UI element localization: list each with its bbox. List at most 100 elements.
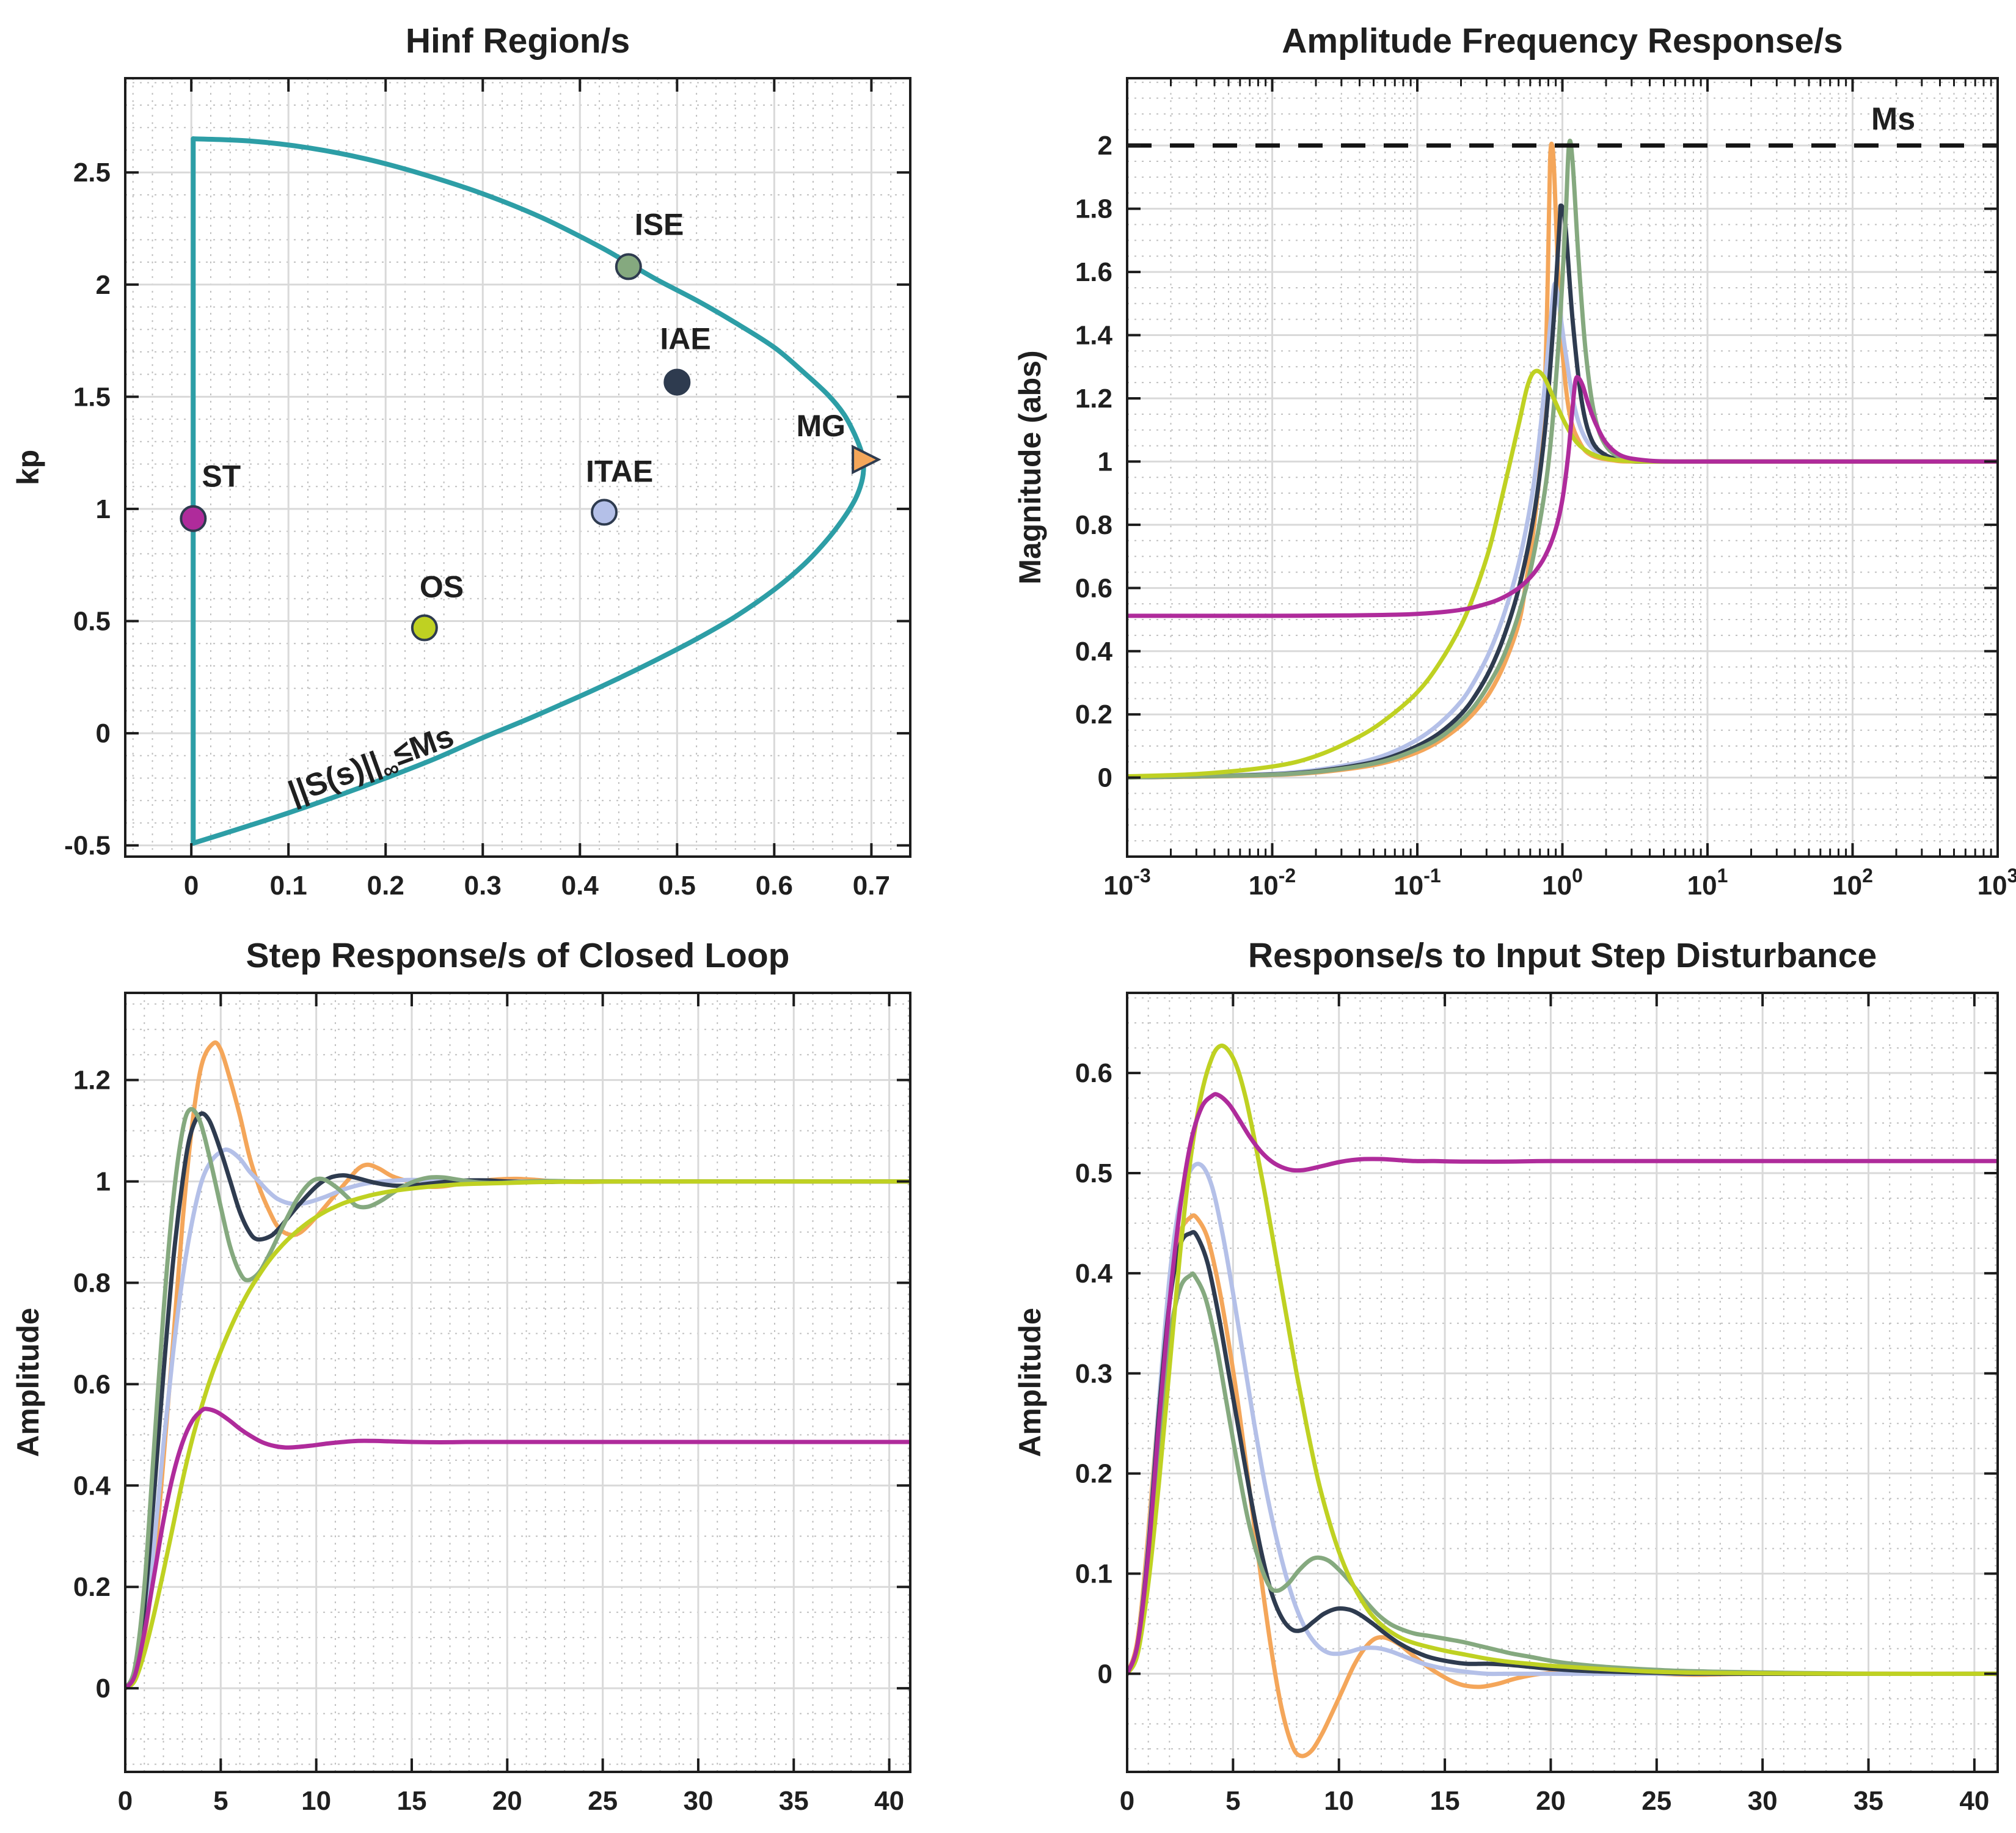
svg-text:15: 15 bbox=[397, 1786, 427, 1816]
axes-box bbox=[124, 992, 911, 1773]
series-OS bbox=[124, 1179, 911, 1691]
svg-text:10: 10 bbox=[1324, 1786, 1354, 1816]
y-axis-label: kp bbox=[11, 450, 45, 485]
marker-IAE: IAE bbox=[660, 321, 711, 396]
svg-text:0.6: 0.6 bbox=[73, 1369, 111, 1399]
svg-text:0.2: 0.2 bbox=[73, 1572, 111, 1602]
svg-text:2: 2 bbox=[1098, 131, 1112, 161]
axis-ticks bbox=[124, 993, 910, 1772]
series-IAE bbox=[124, 1111, 911, 1691]
svg-text:100: 100 bbox=[1542, 865, 1583, 901]
chart-title: Response/s to Input Step Disturbance bbox=[1248, 936, 1877, 975]
svg-text:1.2: 1.2 bbox=[73, 1066, 111, 1096]
svg-text:0.6: 0.6 bbox=[756, 871, 793, 901]
svg-text:0.4: 0.4 bbox=[1075, 637, 1113, 667]
series-group bbox=[1126, 1043, 1999, 1758]
svg-text:1.8: 1.8 bbox=[1075, 194, 1112, 224]
svg-text:0.4: 0.4 bbox=[1075, 1259, 1113, 1289]
grid-major bbox=[125, 78, 910, 857]
svg-text:10-3: 10-3 bbox=[1103, 865, 1150, 901]
series-group bbox=[1126, 139, 1999, 780]
svg-text:10-2: 10-2 bbox=[1249, 865, 1296, 901]
marker-ST: ST bbox=[180, 459, 241, 532]
svg-text:0: 0 bbox=[1120, 1786, 1134, 1816]
series-ms-region-boundary bbox=[191, 136, 866, 846]
svg-text:103: 103 bbox=[1978, 865, 2016, 901]
svg-text:0.4: 0.4 bbox=[73, 1471, 111, 1501]
svg-text:25: 25 bbox=[588, 1786, 618, 1816]
chart-title: Hinf Region/s bbox=[406, 21, 630, 60]
svg-text:1: 1 bbox=[96, 494, 111, 524]
svg-text:0: 0 bbox=[118, 1786, 133, 1816]
svg-text:0.6: 0.6 bbox=[1075, 573, 1112, 603]
svg-text:5: 5 bbox=[213, 1786, 228, 1816]
axis-ticks bbox=[1126, 78, 1999, 857]
y-axis-label: Magnitude (abs) bbox=[1013, 350, 1047, 584]
svg-text:1.2: 1.2 bbox=[1075, 384, 1112, 414]
svg-text:0.5: 0.5 bbox=[73, 606, 111, 636]
y-axis-label: Amplitude bbox=[11, 1308, 45, 1457]
svg-text:0: 0 bbox=[1098, 1659, 1112, 1689]
svg-text:101: 101 bbox=[1687, 865, 1728, 901]
marker-label-ISE: ISE bbox=[635, 207, 684, 241]
svg-text:1: 1 bbox=[96, 1167, 111, 1197]
y-axis-label: Amplitude bbox=[1013, 1308, 1047, 1457]
svg-text:0.6: 0.6 bbox=[1075, 1058, 1112, 1088]
tick-labels: 10-3 10-2 10-1 100 101 102 103 0 0.2 0.4 0.6 0.8 1 1.… bbox=[1075, 131, 2016, 901]
tick-labels: 0 5 10 15 20 25 30 35 40 0 0.2 0.4 0.6 0.8 1 1.2 bbox=[73, 1066, 904, 1816]
svg-text:5: 5 bbox=[1225, 1786, 1240, 1816]
svg-text:0.5: 0.5 bbox=[659, 871, 696, 901]
axes-box bbox=[1126, 992, 1999, 1773]
series-ST bbox=[124, 1407, 911, 1691]
svg-text:1: 1 bbox=[1098, 447, 1112, 477]
axes-box bbox=[124, 77, 911, 858]
svg-text:0.1: 0.1 bbox=[270, 871, 307, 901]
svg-text:0.8: 0.8 bbox=[73, 1268, 111, 1298]
svg-text:102: 102 bbox=[1832, 865, 1873, 901]
marker-MG: MG bbox=[797, 409, 882, 475]
svg-text:40: 40 bbox=[1959, 1786, 1989, 1816]
marker-label-MG: MG bbox=[797, 409, 846, 443]
chart-frequency-response: Ms 10-3 10-2 10-1 100 101 102 103 0 0.2 0.4 0.6 0.8 1… bbox=[1008, 0, 2016, 916]
series-OS bbox=[1126, 1043, 1999, 1676]
marker-label-OS: OS bbox=[420, 570, 464, 604]
svg-text:0: 0 bbox=[96, 719, 111, 748]
svg-text:0.1: 0.1 bbox=[1075, 1559, 1112, 1589]
svg-text:30: 30 bbox=[1748, 1786, 1778, 1816]
svg-text:35: 35 bbox=[1853, 1786, 1883, 1816]
svg-text:0.8: 0.8 bbox=[1075, 510, 1112, 540]
svg-text:30: 30 bbox=[683, 1786, 713, 1816]
chart-disturbance-response: 0 5 10 15 20 25 30 35 40 0 0.1 0.2 0.3 0.4 0.5 0.6 Respo… bbox=[1008, 916, 2016, 1833]
series-ST bbox=[1126, 1092, 1999, 1676]
svg-text:1.6: 1.6 bbox=[1075, 257, 1112, 287]
ms-limit-label: Ms bbox=[1871, 101, 1915, 137]
svg-text:0.7: 0.7 bbox=[853, 871, 890, 901]
series-ST bbox=[1126, 375, 1999, 618]
svg-text:20: 20 bbox=[1536, 1786, 1566, 1816]
svg-text:2.5: 2.5 bbox=[73, 158, 111, 188]
svg-text:0.2: 0.2 bbox=[367, 871, 404, 901]
axis-ticks bbox=[125, 78, 910, 857]
chart-hinf-region: ST ISE IAE ITAE OS MG ||S(s)||∞≤Ms 0 0.1 0.2 0.3 0.… bbox=[0, 0, 1008, 916]
svg-text:35: 35 bbox=[779, 1786, 809, 1816]
chart-step-response: 0 5 10 15 20 25 30 35 40 0 0.2 0.4 0.6 0.8 1 1.2 Step Re… bbox=[0, 916, 1008, 1833]
svg-text:0: 0 bbox=[1098, 763, 1112, 793]
marker-label-IAE: IAE bbox=[660, 321, 710, 356]
series-group bbox=[124, 1040, 911, 1691]
svg-text:1.5: 1.5 bbox=[73, 382, 111, 412]
svg-text:-0.5: -0.5 bbox=[64, 831, 111, 861]
svg-text:0.4: 0.4 bbox=[561, 871, 599, 901]
grid-minor bbox=[125, 993, 910, 1772]
marker-ISE: ISE bbox=[615, 207, 684, 280]
tick-labels: 0 0.1 0.2 0.3 0.4 0.5 0.6 0.7 -0.5 0 0.5 1 1.5 2 2.5 bbox=[64, 158, 890, 901]
svg-text:10-1: 10-1 bbox=[1393, 865, 1441, 901]
svg-text:40: 40 bbox=[874, 1786, 904, 1816]
marker-OS: OS bbox=[411, 570, 464, 642]
svg-text:0.5: 0.5 bbox=[1075, 1158, 1112, 1188]
axis-ticks bbox=[1126, 993, 1998, 1772]
svg-text:15: 15 bbox=[1430, 1786, 1460, 1816]
svg-text:0.2: 0.2 bbox=[1075, 1459, 1112, 1489]
